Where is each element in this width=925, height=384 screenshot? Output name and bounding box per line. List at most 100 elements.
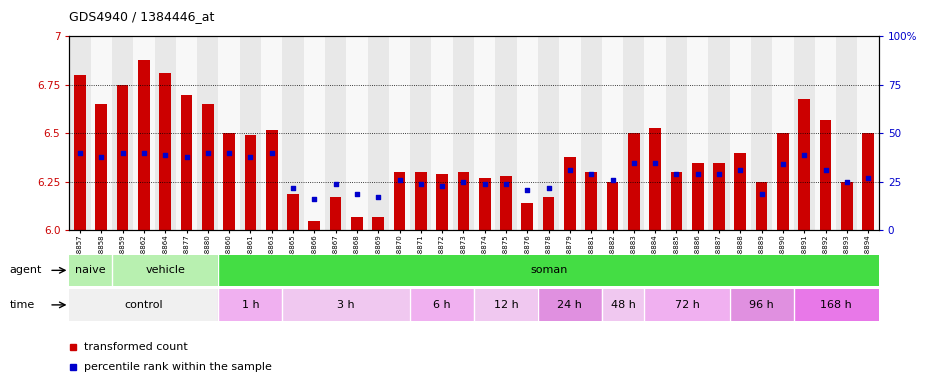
Bar [303, 36, 325, 230]
Bar [671, 172, 683, 230]
Text: naive: naive [75, 265, 106, 275]
Bar [325, 36, 346, 230]
Bar [543, 197, 554, 230]
Bar [517, 36, 538, 230]
Bar [69, 255, 112, 286]
Point [818, 167, 833, 173]
Bar [74, 75, 86, 230]
Bar [431, 36, 452, 230]
Bar [713, 162, 725, 230]
Bar [628, 134, 640, 230]
Bar [346, 36, 367, 230]
Bar [862, 134, 874, 230]
Point [733, 167, 747, 173]
Bar [645, 36, 666, 230]
Point [392, 177, 407, 183]
Bar [522, 203, 533, 230]
Text: 168 h: 168 h [820, 300, 852, 310]
Bar [112, 255, 218, 286]
Text: time: time [9, 300, 34, 310]
Point [648, 159, 662, 166]
Bar [623, 36, 645, 230]
Bar [69, 36, 91, 230]
Bar [538, 289, 602, 321]
Point [754, 190, 769, 197]
Text: vehicle: vehicle [145, 265, 185, 275]
Bar [666, 36, 687, 230]
Point [243, 154, 258, 160]
Bar [798, 99, 810, 230]
Text: control: control [125, 300, 163, 310]
Bar [857, 36, 879, 230]
Bar [410, 289, 474, 321]
Bar [240, 36, 261, 230]
Bar [69, 289, 218, 321]
Bar [479, 178, 490, 230]
Bar [352, 217, 363, 230]
Text: transformed count: transformed count [84, 342, 188, 352]
Text: 24 h: 24 h [558, 300, 583, 310]
Point [690, 171, 705, 177]
Text: percentile rank within the sample: percentile rank within the sample [84, 362, 272, 372]
Bar [282, 36, 303, 230]
Point [711, 171, 726, 177]
Point [222, 150, 237, 156]
Bar [218, 255, 879, 286]
Point [584, 171, 598, 177]
Bar [388, 36, 410, 230]
Bar [437, 174, 448, 230]
Bar [218, 289, 282, 321]
Point [520, 187, 535, 193]
Text: 96 h: 96 h [749, 300, 774, 310]
Point [73, 150, 88, 156]
Bar [474, 36, 496, 230]
Point [796, 152, 811, 158]
Point [179, 154, 194, 160]
Text: 72 h: 72 h [674, 300, 699, 310]
Point [860, 175, 875, 181]
Point [456, 179, 471, 185]
Text: soman: soman [530, 265, 567, 275]
Text: 6 h: 6 h [433, 300, 450, 310]
Bar [687, 36, 709, 230]
Bar [649, 127, 661, 230]
Bar [560, 36, 581, 230]
Bar [772, 36, 794, 230]
Point [158, 152, 173, 158]
Bar [734, 153, 746, 230]
Bar [751, 36, 772, 230]
Bar [586, 172, 597, 230]
Bar [176, 36, 197, 230]
Bar [218, 36, 240, 230]
Bar [602, 36, 623, 230]
Bar [458, 172, 469, 230]
Bar [91, 36, 112, 230]
Point [116, 150, 130, 156]
Bar [538, 36, 560, 230]
Bar [308, 221, 320, 230]
Bar [602, 289, 645, 321]
Point [94, 154, 109, 160]
Bar [138, 60, 150, 230]
Bar [794, 36, 815, 230]
Point [605, 177, 620, 183]
Bar [820, 120, 832, 230]
Bar [564, 157, 575, 230]
Bar [841, 182, 853, 230]
Bar [794, 289, 879, 321]
Text: 48 h: 48 h [610, 300, 635, 310]
Bar [709, 36, 730, 230]
Point [541, 185, 556, 191]
Bar [756, 182, 768, 230]
Text: GDS4940 / 1384446_at: GDS4940 / 1384446_at [69, 10, 215, 23]
Bar [133, 36, 154, 230]
Bar [373, 217, 384, 230]
Point [499, 181, 513, 187]
Bar [95, 104, 107, 230]
Text: 3 h: 3 h [338, 300, 355, 310]
Bar [730, 289, 794, 321]
Bar [367, 36, 388, 230]
Bar [154, 36, 176, 230]
Bar [500, 176, 512, 230]
Text: agent: agent [9, 265, 42, 275]
